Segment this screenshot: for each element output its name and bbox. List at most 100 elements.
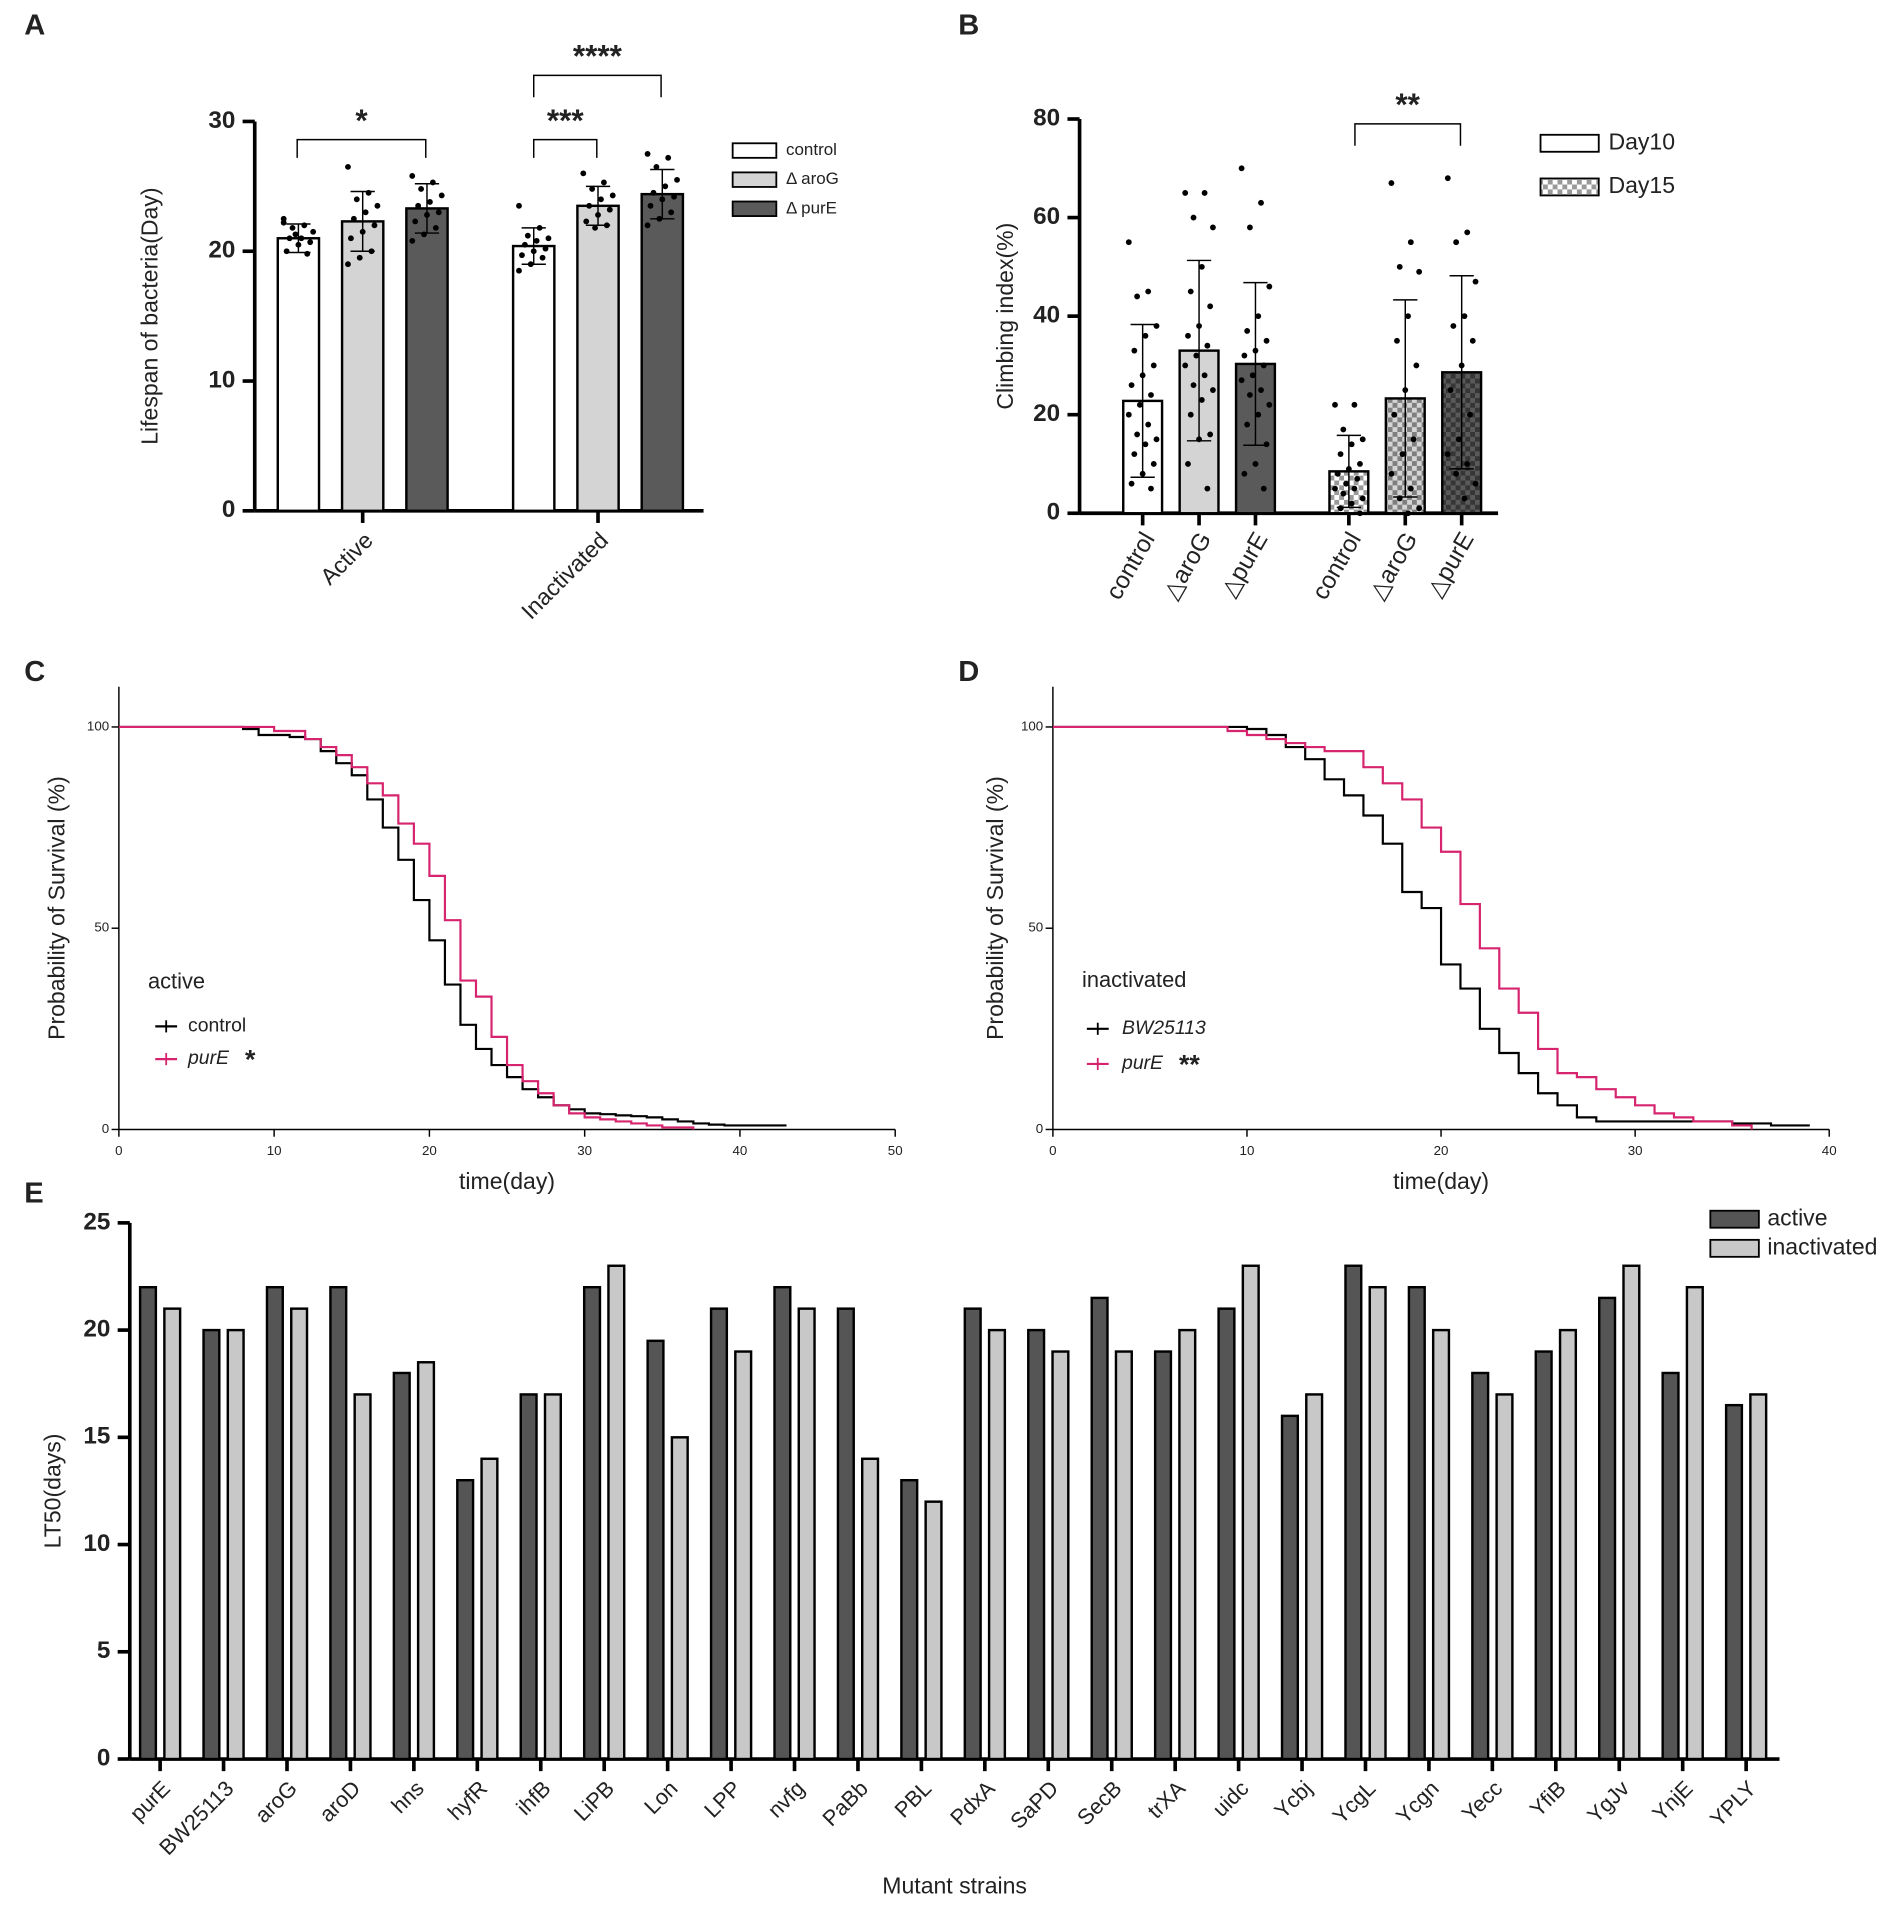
bar	[1368, 1285, 1387, 1761]
bar	[1749, 1393, 1768, 1761]
data-point	[1142, 332, 1149, 339]
y-tick-label: 0	[1047, 499, 1061, 526]
data-point	[374, 202, 381, 209]
legend-label: BW25113	[1122, 1017, 1206, 1039]
x-axis-title: time(day)	[1393, 1168, 1489, 1194]
data-point	[1351, 485, 1358, 492]
x-tick-label: YnjE	[1647, 1776, 1697, 1826]
data-point	[1190, 382, 1197, 389]
data-point	[1258, 387, 1264, 393]
legend-label: control	[786, 140, 837, 159]
bar	[1153, 1350, 1173, 1761]
data-point	[289, 224, 296, 231]
bar	[1598, 1296, 1617, 1761]
x-tick-label: 0	[1049, 1143, 1056, 1158]
data-point	[1255, 313, 1262, 320]
data-point	[1185, 461, 1191, 467]
legend-label: purE	[1121, 1052, 1164, 1074]
x-tick-label: △aroG	[1364, 528, 1424, 604]
legend-swatch	[731, 171, 778, 188]
x-axis-title: Mutant strains	[882, 1873, 1027, 1899]
significance-bracket	[1354, 123, 1462, 146]
x-tick-label: ihfB	[511, 1776, 555, 1820]
data-point	[1145, 421, 1152, 428]
bar	[607, 1264, 626, 1761]
legend-label: inactivated	[1767, 1233, 1877, 1259]
data-point	[1359, 495, 1366, 502]
legend-swatch	[731, 142, 778, 159]
data-point	[533, 237, 540, 244]
bar	[1495, 1393, 1514, 1761]
significance-bracket	[532, 138, 598, 158]
data-point	[586, 202, 593, 209]
bar	[640, 192, 685, 513]
data-point	[1204, 342, 1211, 349]
data-point	[409, 173, 416, 179]
data-point	[542, 245, 549, 252]
data-point	[650, 189, 657, 196]
data-point	[1472, 480, 1479, 487]
data-point	[1405, 510, 1411, 517]
data-point	[1128, 480, 1135, 487]
data-point	[427, 199, 433, 205]
data-point	[1260, 485, 1267, 492]
data-point	[647, 202, 654, 209]
data-point	[1332, 401, 1338, 408]
data-point	[1464, 229, 1471, 236]
survival-curve	[1052, 725, 1753, 1130]
bar	[1661, 1371, 1680, 1761]
x-tick-label: PdxA	[945, 1775, 1000, 1830]
survival-curve	[118, 725, 787, 1127]
panel-label: B	[958, 10, 979, 42]
x-tick-label: 20	[1434, 1143, 1449, 1158]
panel-label: A	[24, 10, 45, 42]
data-point	[1190, 214, 1197, 221]
bar	[709, 1307, 729, 1761]
x-tick-label: △purE	[1421, 528, 1479, 602]
y-tick-label: 60	[1033, 203, 1060, 230]
y-tick-label: 100	[1021, 718, 1043, 733]
data-point	[1238, 377, 1245, 384]
data-point	[415, 202, 422, 209]
x-tick-label: PBL	[889, 1776, 936, 1823]
data-point	[1444, 451, 1451, 458]
x-tick-label: △aroG	[1157, 528, 1217, 604]
data-point	[1357, 510, 1363, 517]
y-axis-title: Climbing index(%)	[992, 223, 1018, 410]
y-tick-label: 50	[94, 920, 109, 935]
data-point	[1249, 372, 1256, 379]
bar	[226, 1328, 245, 1761]
y-axis-title: Probability of Survival (%)	[982, 776, 1008, 1040]
bar	[1051, 1350, 1070, 1761]
x-tick-label: Lon	[639, 1776, 682, 1819]
data-point	[1255, 411, 1262, 418]
data-point	[1359, 436, 1366, 443]
x-tick-label: trXA	[1142, 1775, 1190, 1823]
data-point	[304, 250, 311, 257]
data-point	[1128, 382, 1135, 389]
data-point	[307, 239, 314, 246]
data-point	[1247, 392, 1253, 398]
y-tick-label: 0	[97, 1744, 111, 1771]
data-point	[1150, 461, 1157, 467]
data-point	[1413, 362, 1420, 369]
bar	[1534, 1350, 1553, 1761]
data-point	[418, 186, 424, 192]
data-point	[1182, 190, 1189, 196]
data-point	[1244, 328, 1251, 334]
bar	[734, 1350, 753, 1761]
data-point	[668, 209, 675, 216]
x-tick-label: YfiB	[1525, 1776, 1571, 1822]
data-point	[1187, 411, 1194, 418]
data-point	[1198, 263, 1205, 270]
x-tick-label: Active	[315, 527, 378, 590]
data-point	[1332, 485, 1338, 492]
legend-label: Δ aroG	[786, 169, 839, 188]
bar	[456, 1479, 475, 1761]
significance-label: **	[1395, 86, 1420, 122]
x-tick-label: control	[1101, 528, 1161, 605]
y-tick-label: 50	[1028, 920, 1043, 935]
bar	[1178, 1328, 1197, 1761]
bar	[138, 1285, 158, 1761]
